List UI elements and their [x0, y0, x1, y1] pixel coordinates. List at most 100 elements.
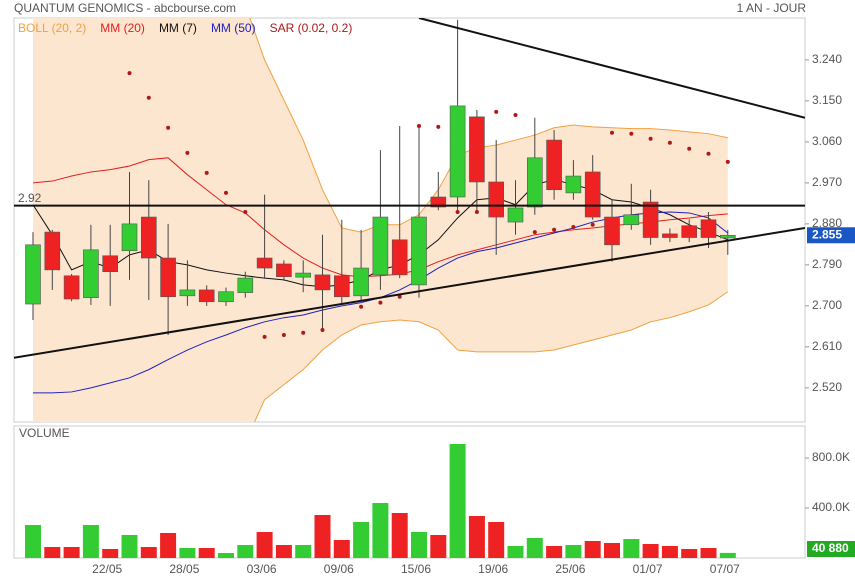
sar-dot	[532, 230, 537, 235]
volume-bar	[584, 541, 601, 558]
candle-body	[507, 207, 524, 223]
candle-body	[604, 216, 620, 246]
candle-body	[681, 225, 698, 238]
legend-entry: MM (7)	[159, 21, 197, 35]
candle-body	[526, 157, 543, 208]
volume-bar	[468, 516, 485, 558]
candle-body	[411, 216, 427, 286]
volume-bar	[275, 545, 292, 558]
y-tick-label: 400.0K	[812, 500, 850, 514]
volume-bar	[160, 533, 177, 558]
volume-bar	[681, 549, 698, 558]
sar-dot	[281, 333, 286, 338]
candle-body	[256, 257, 273, 269]
y-tick-label: 2.610	[812, 339, 842, 353]
volume-bar	[121, 535, 138, 558]
last-price-box	[807, 227, 855, 244]
bollinger-band	[33, 18, 728, 422]
candle-body	[218, 291, 234, 303]
last-volume-box	[807, 541, 855, 557]
sar-dot	[494, 109, 499, 114]
volume-bar	[218, 553, 234, 558]
sar-dot	[397, 294, 402, 299]
volume-bar	[372, 503, 389, 558]
candle-body	[237, 277, 254, 293]
sar-dot	[571, 225, 576, 230]
volume-bar	[353, 522, 370, 558]
sar-dot	[610, 130, 614, 135]
candle-body	[63, 275, 80, 300]
title: QUANTUM GENOMICS - abcbourse.com	[14, 1, 236, 15]
sar-dot	[378, 300, 383, 305]
volume-bar	[295, 545, 312, 558]
candle-body	[546, 139, 562, 191]
sar-dot	[204, 170, 209, 175]
labels: QUANTUM GENOMICS - abcbourse.com 1 AN - …	[14, 1, 855, 576]
candle-body	[430, 196, 447, 208]
volume-bar	[546, 546, 563, 558]
sar-dot	[146, 95, 151, 100]
x-tick-label: 15/06	[401, 562, 431, 576]
sar-dot	[127, 71, 132, 76]
candle-body	[25, 244, 41, 305]
candle-body	[372, 216, 389, 276]
period: 1 AN - JOUR	[737, 1, 807, 15]
x-tick-label: 07/07	[710, 562, 740, 576]
candle-body	[333, 275, 350, 298]
volume-bar	[102, 549, 119, 558]
candle-body	[719, 234, 736, 239]
candle-body	[469, 116, 485, 183]
x-tick-label: 28/05	[169, 562, 199, 576]
legend-entry: MM (50)	[211, 21, 256, 35]
volume-bar	[237, 545, 254, 558]
y-tick-label: 2.880	[812, 216, 842, 230]
x-tick-label: 19/06	[478, 562, 508, 576]
candle-body	[700, 219, 717, 238]
x-tick-label: 01/07	[633, 562, 663, 576]
candle-body	[662, 233, 678, 238]
y-tick-label: 2.790	[812, 257, 842, 271]
candle-body	[565, 175, 582, 194]
bollinger-lower	[253, 291, 729, 422]
candle-body	[44, 231, 61, 271]
volume-bar	[661, 546, 678, 558]
sar-dot	[224, 190, 228, 195]
legend-entry: SAR (0.02, 0.2)	[270, 21, 353, 35]
x-tick-label: 25/06	[555, 562, 585, 576]
sar-dot	[513, 113, 518, 118]
volume-bar	[623, 539, 640, 558]
y-tick-label: 800.0K	[812, 450, 850, 464]
level-label: 2.92	[18, 191, 42, 205]
volume-bar	[82, 525, 99, 558]
volume-bar	[44, 547, 61, 558]
sar-dot	[706, 151, 711, 156]
y-tick-label: 3.060	[812, 134, 842, 148]
trend-line	[418, 18, 805, 119]
volume-bar	[488, 522, 505, 558]
sar-dot	[262, 334, 267, 339]
candle-body	[276, 263, 292, 278]
sar-dot	[725, 159, 730, 164]
y-tick-label: 2.520	[812, 380, 842, 394]
trend-line	[14, 226, 805, 359]
candle-body	[141, 216, 157, 259]
last-price: 2.855	[812, 227, 842, 241]
sar-dot	[474, 210, 479, 215]
sar-dot	[687, 146, 692, 151]
sar-dot	[667, 140, 672, 145]
sar-dot	[455, 210, 460, 215]
legend-entry: BOLL (20, 2)	[18, 21, 86, 35]
sar-dot	[552, 227, 557, 232]
volume-bar	[411, 532, 427, 558]
volume-panel	[13, 425, 806, 559]
candle-body	[642, 201, 659, 238]
sar-dot	[590, 222, 595, 227]
y-tick-label: 3.240	[812, 52, 842, 66]
y-tick-label: 2.700	[812, 298, 842, 312]
sar-dot	[243, 210, 248, 215]
sar-dot	[359, 304, 364, 309]
volume-bar	[63, 547, 80, 558]
volume-bar	[25, 525, 41, 558]
volume-bar	[314, 515, 331, 558]
candle-body	[314, 274, 331, 291]
